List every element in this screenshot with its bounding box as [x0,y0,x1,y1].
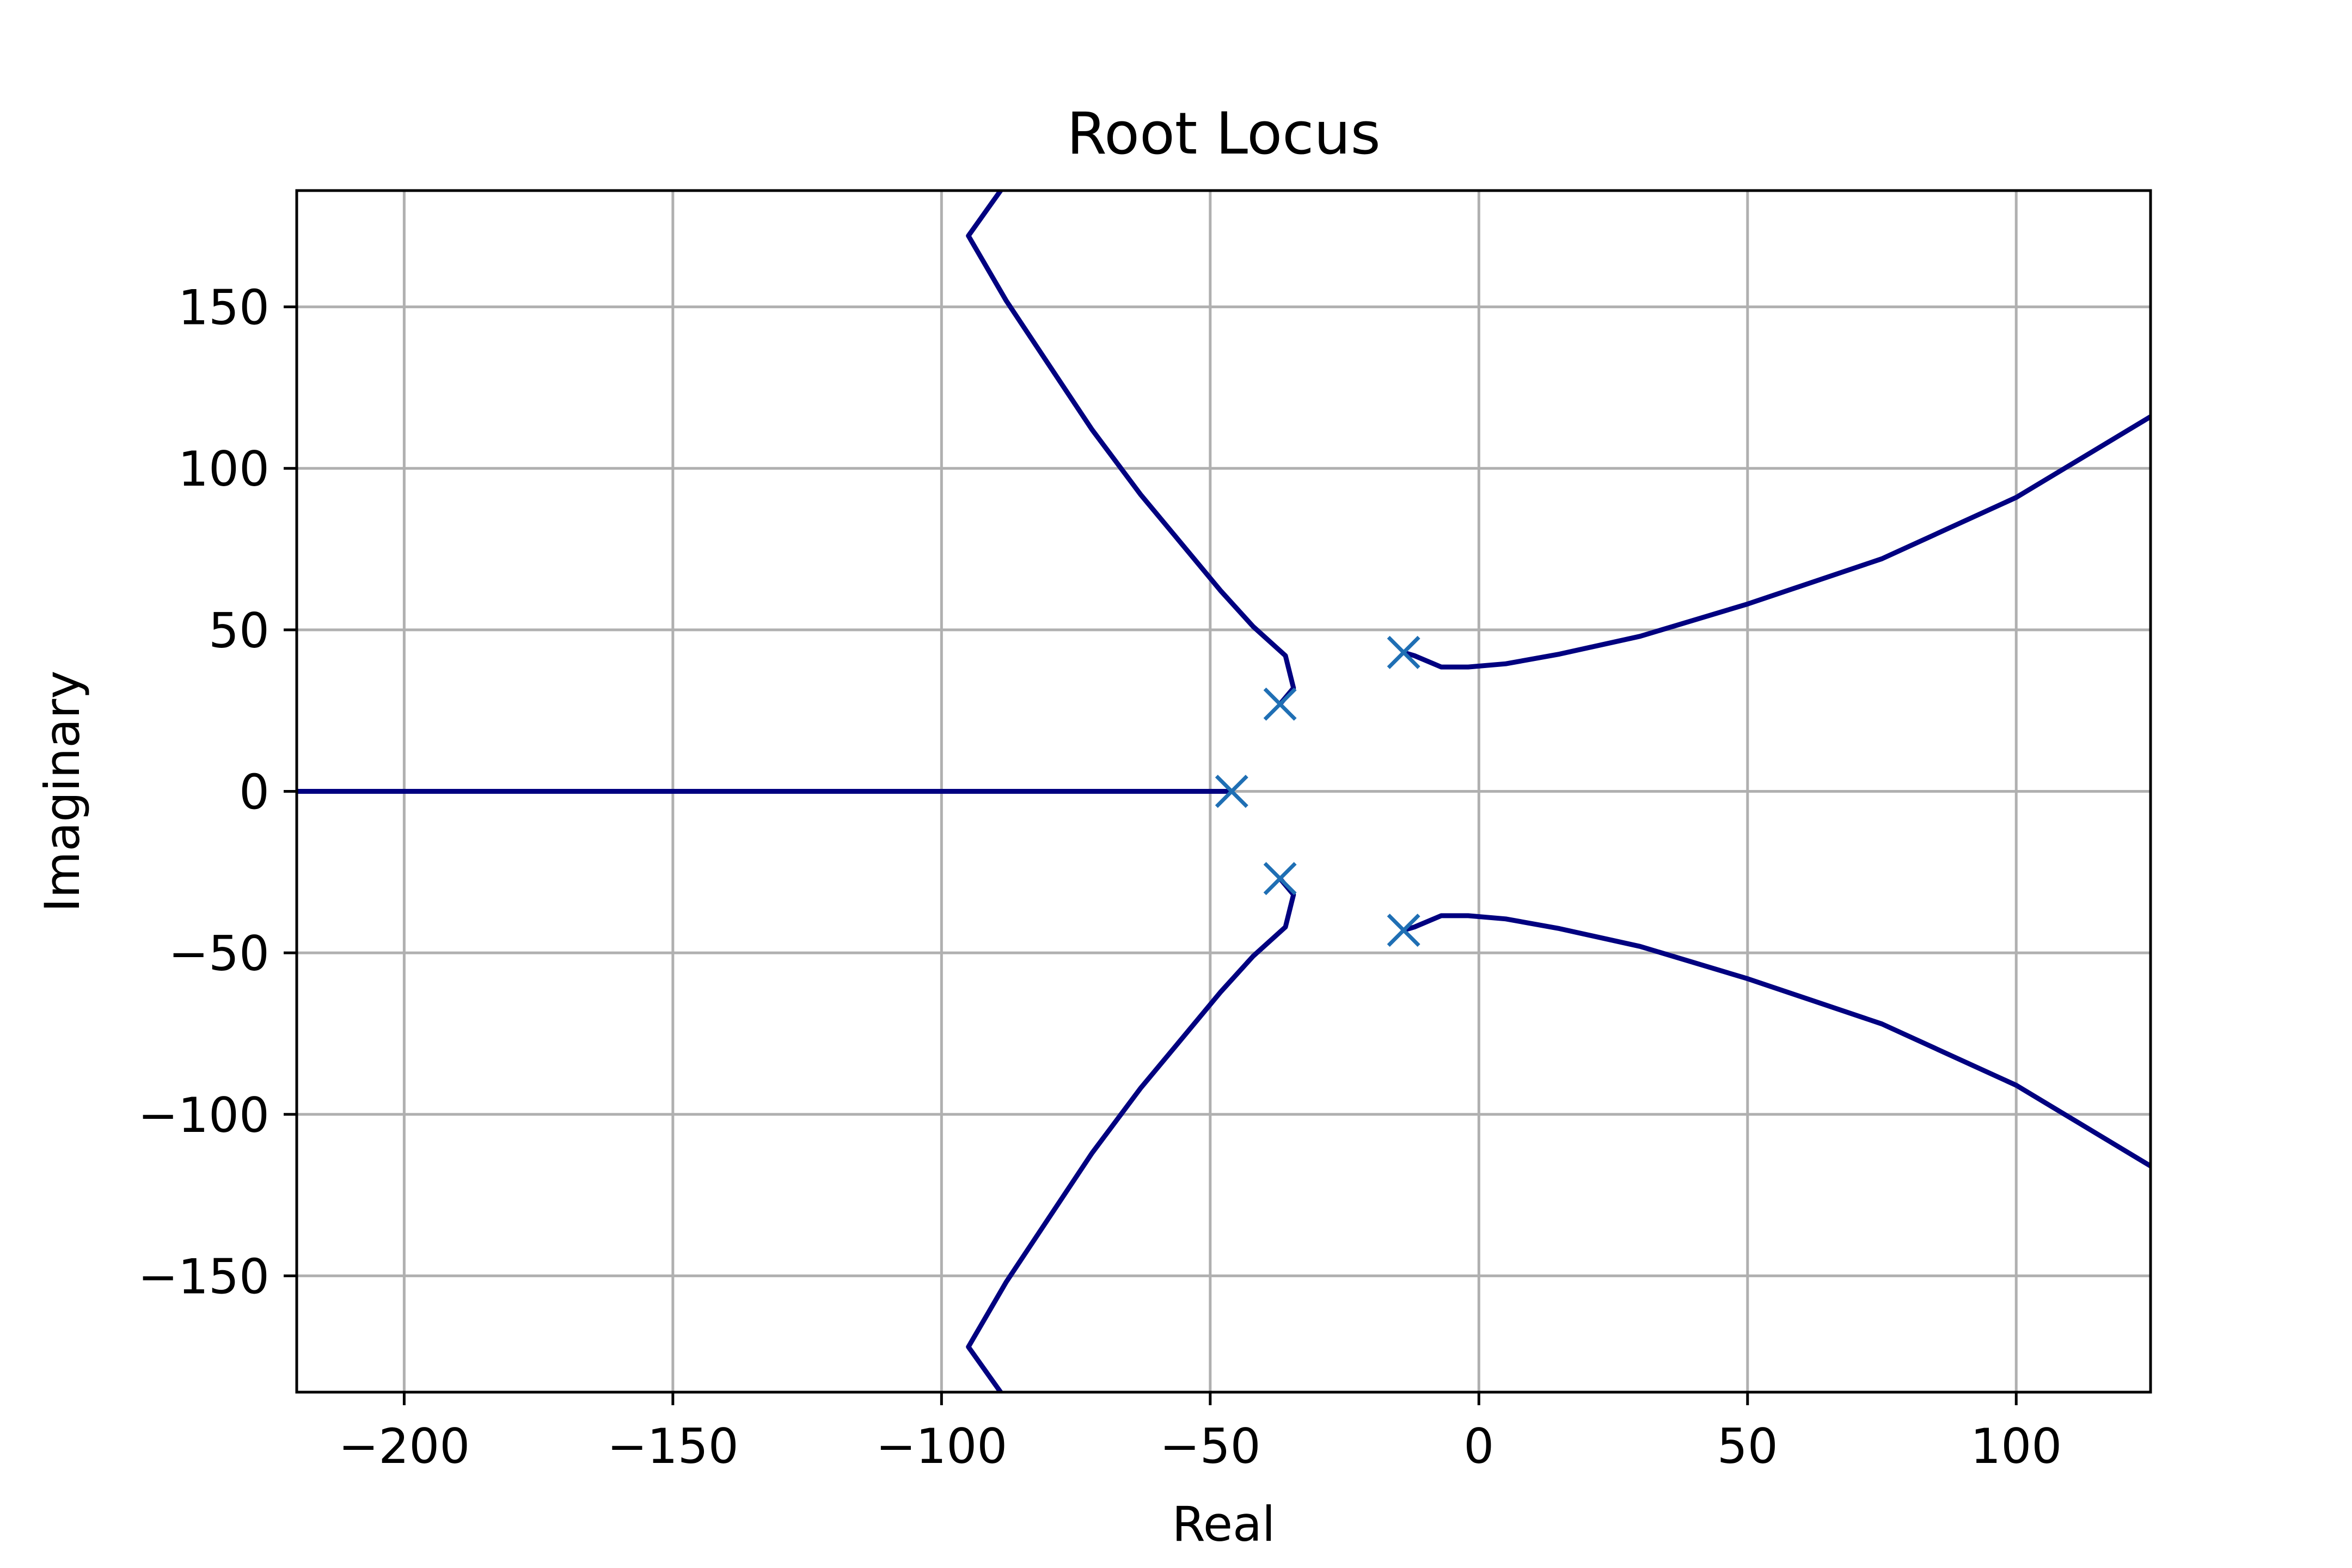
x-tick-label: 100 [1970,1418,2062,1474]
pole-marker [1215,775,1248,808]
locus-branch [1401,414,2151,670]
y-tick-label: −50 [168,926,270,982]
x-tick-label: 50 [1717,1418,1778,1474]
x-tick-label: −100 [875,1418,1007,1474]
locus-branch [966,876,1296,1392]
pole-markers [1215,635,1420,947]
pole-marker [1263,687,1297,721]
y-tick-label: 150 [178,280,270,336]
locus-branch [1401,913,2151,1169]
x-tick-label: 0 [1463,1418,1494,1474]
y-tick-label: −100 [138,1087,270,1143]
pole-marker [1387,635,1420,669]
y-tick-label: 50 [209,603,270,659]
y-tick-label: −150 [138,1248,270,1304]
x-tick-label: −50 [1160,1418,1261,1474]
locus-branches [297,191,2151,1392]
pole-marker [1387,914,1420,947]
x-tick-label: −150 [607,1418,739,1474]
locus-branch [966,191,1296,707]
y-axis-label: Imaginary [34,671,90,912]
chart-title: Root Locus [1067,100,1381,167]
x-tick-label: −200 [339,1418,470,1474]
y-tick-label: 100 [178,441,270,497]
x-axis-label: Real [1172,1496,1276,1552]
y-tick-label: 0 [239,764,270,820]
axis-ticks: −200 −150 −100 −50 0 50 100 150 100 50 0 −50 −100 −15… [138,280,2062,1474]
pole-marker [1263,862,1297,896]
